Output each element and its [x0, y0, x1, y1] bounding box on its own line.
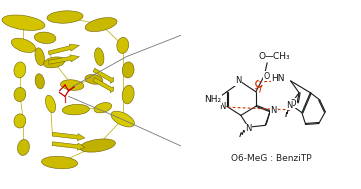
Text: NH₂: NH₂	[204, 95, 221, 105]
Ellipse shape	[18, 139, 29, 155]
FancyArrow shape	[93, 68, 114, 83]
Ellipse shape	[95, 48, 104, 66]
Ellipse shape	[85, 74, 103, 84]
Ellipse shape	[85, 18, 117, 32]
Text: O: O	[259, 52, 266, 61]
Ellipse shape	[61, 80, 84, 90]
Ellipse shape	[2, 15, 45, 30]
Ellipse shape	[111, 111, 134, 127]
Ellipse shape	[47, 11, 83, 23]
Text: N: N	[235, 76, 241, 85]
FancyArrow shape	[48, 55, 79, 64]
Ellipse shape	[11, 38, 36, 53]
FancyArrow shape	[93, 78, 114, 93]
Ellipse shape	[79, 139, 116, 152]
Ellipse shape	[94, 103, 112, 113]
Ellipse shape	[14, 114, 26, 128]
Ellipse shape	[14, 88, 26, 101]
Ellipse shape	[35, 48, 44, 66]
Text: —CH₃: —CH₃	[264, 52, 290, 61]
Ellipse shape	[45, 95, 56, 113]
FancyArrow shape	[48, 44, 79, 55]
Ellipse shape	[122, 85, 134, 104]
Ellipse shape	[43, 57, 65, 68]
Ellipse shape	[34, 32, 56, 43]
Ellipse shape	[35, 74, 44, 89]
Ellipse shape	[42, 156, 78, 169]
Ellipse shape	[122, 62, 134, 78]
FancyArrow shape	[52, 142, 85, 150]
Ellipse shape	[14, 62, 26, 78]
Text: O6-MeG : BenziTP: O6-MeG : BenziTP	[231, 153, 311, 163]
FancyArrow shape	[52, 132, 85, 141]
Text: N: N	[245, 125, 252, 133]
Ellipse shape	[62, 104, 89, 115]
Text: N: N	[270, 106, 277, 115]
Text: N: N	[219, 102, 226, 111]
Text: O: O	[290, 98, 296, 108]
Text: O: O	[263, 72, 269, 81]
Text: HN: HN	[271, 74, 284, 83]
Text: N: N	[287, 101, 293, 110]
Ellipse shape	[117, 37, 129, 53]
